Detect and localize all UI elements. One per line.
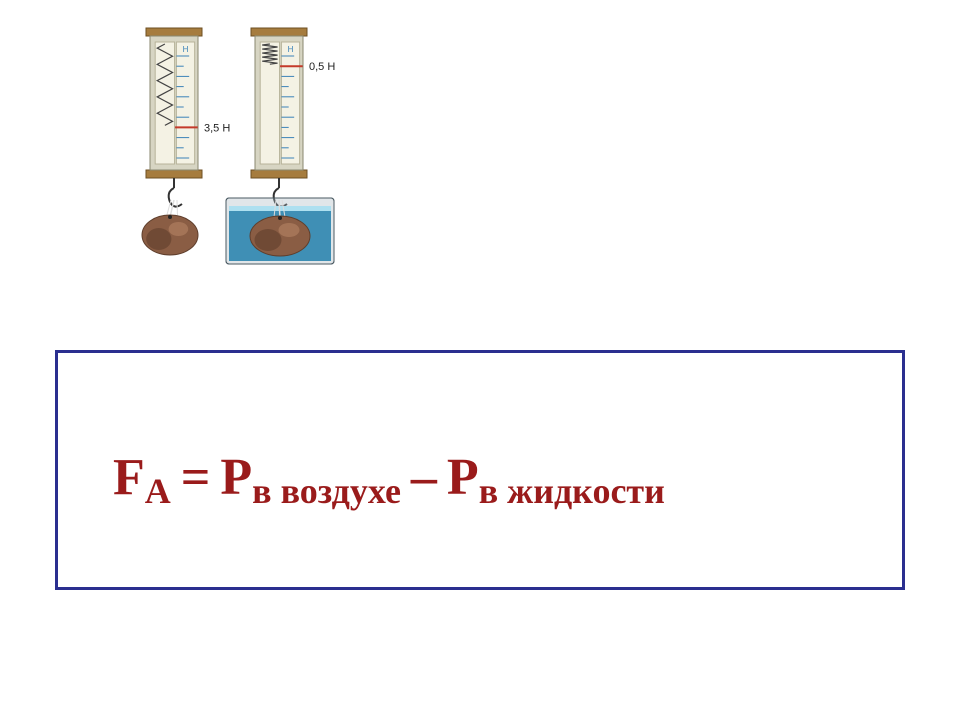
formula-P2: Р	[447, 449, 479, 506]
formula-P1: Р	[220, 449, 252, 506]
formula-P1-sub: в воздухе	[252, 471, 401, 511]
formula-P2-sub: в жидкости	[479, 471, 665, 511]
formula-F-sub: А	[145, 471, 171, 511]
archimedes-diagram: H 3,5 H H 0,5 H	[130, 20, 370, 280]
svg-text:H: H	[288, 45, 294, 54]
archimedes-formula: FА = Рв воздухе – Рв жидкости	[58, 448, 902, 507]
svg-text:H: H	[183, 45, 189, 54]
formula-minus: –	[405, 449, 443, 506]
formula-F: F	[113, 449, 145, 506]
formula-box: FА = Рв воздухе – Рв жидкости	[55, 350, 905, 590]
svg-text:0,5 H: 0,5 H	[309, 61, 335, 73]
formula-eq: =	[175, 449, 217, 506]
svg-text:3,5 H: 3,5 H	[204, 122, 230, 134]
